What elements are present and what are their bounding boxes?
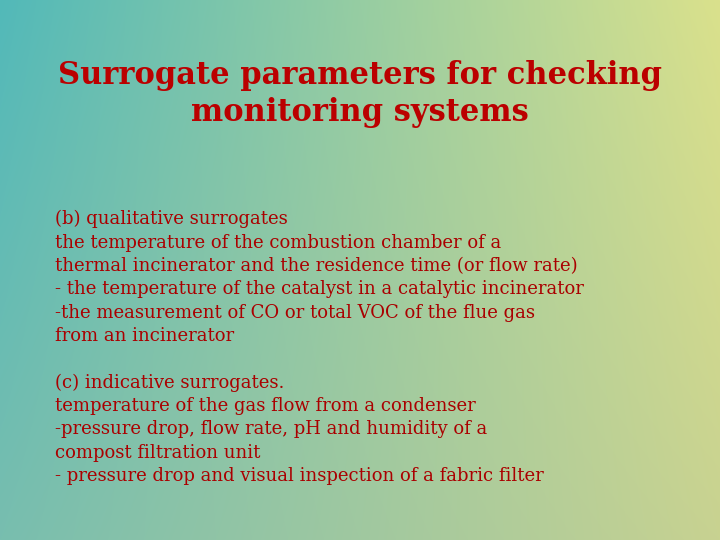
Text: (b) qualitative surrogates
the temperature of the combustion chamber of a
therma: (b) qualitative surrogates the temperatu… <box>55 210 584 485</box>
Text: Surrogate parameters for checking
monitoring systems: Surrogate parameters for checking monito… <box>58 60 662 128</box>
